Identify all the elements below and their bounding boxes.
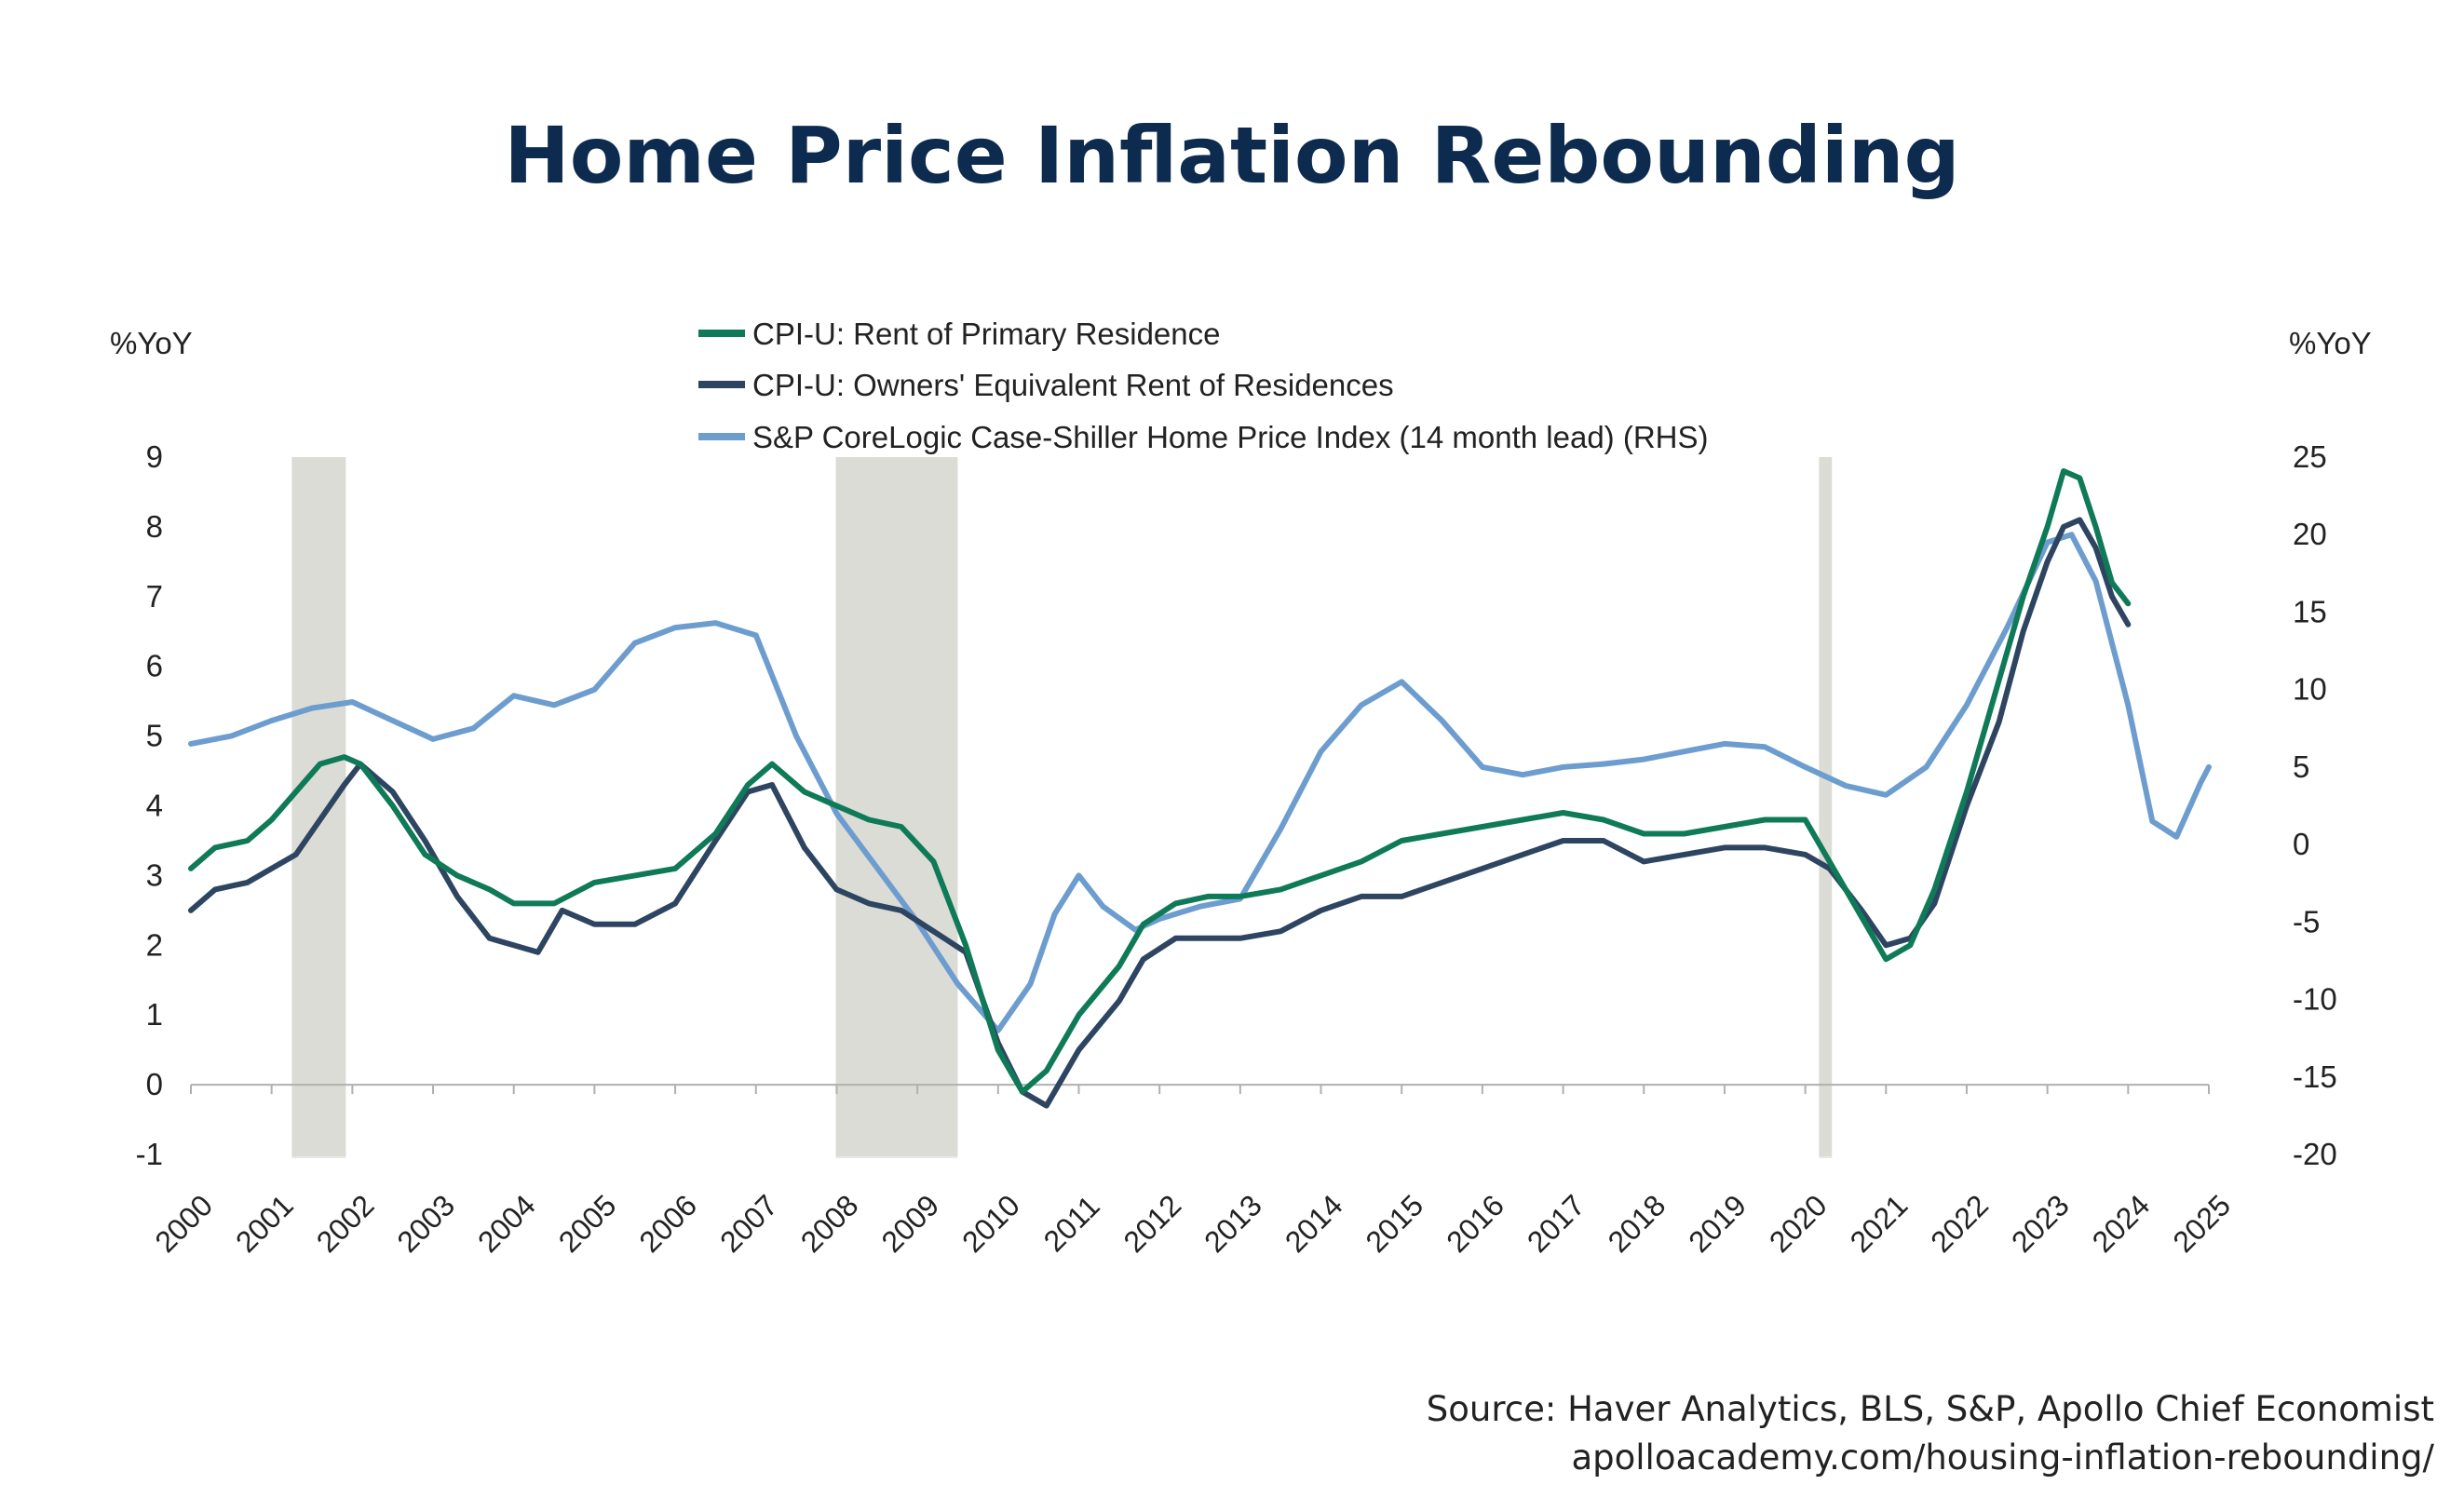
source-url: apolloacademy.com/housing-inflation-rebo… bbox=[1571, 1437, 2434, 1478]
x-tick-label: 2008 bbox=[794, 1188, 865, 1259]
x-tick-label: 2023 bbox=[2005, 1188, 2076, 1259]
left-tick-label: 9 bbox=[146, 439, 163, 474]
series-line-rent bbox=[188, 468, 2132, 1095]
right-tick-label: 0 bbox=[2293, 827, 2309, 861]
x-tick-label: 2004 bbox=[471, 1188, 542, 1259]
x-tick-label: 2021 bbox=[1844, 1188, 1915, 1259]
left-tick-label: 4 bbox=[146, 789, 163, 823]
x-tick-label: 2014 bbox=[1279, 1188, 1349, 1259]
x-tick-label: 2013 bbox=[1198, 1188, 1268, 1259]
right-tick-label: -10 bbox=[2293, 982, 2337, 1017]
x-tick-label: 2012 bbox=[1117, 1188, 1187, 1259]
left-tick-label: 1 bbox=[146, 997, 163, 1032]
left-tick-label: 5 bbox=[146, 719, 163, 753]
right-tick-label: 15 bbox=[2293, 594, 2327, 628]
recession-bands bbox=[291, 457, 1833, 1158]
x-tick-label: 2024 bbox=[2086, 1188, 2157, 1259]
right-tick-label: -5 bbox=[2293, 904, 2320, 938]
x-tick-label: 2019 bbox=[1682, 1188, 1753, 1259]
source-note: Source: Haver Analytics, BLS, S&P, Apoll… bbox=[1426, 1389, 2434, 1429]
series-line-hpi bbox=[188, 532, 2212, 1033]
series-lines bbox=[188, 468, 2212, 1109]
page-title: Home Price Inflation Rebounding bbox=[504, 110, 1960, 201]
recession-band-lower-0 bbox=[291, 1156, 346, 1158]
right-tick-label: 10 bbox=[2293, 672, 2327, 707]
series-line-oer bbox=[188, 517, 2132, 1109]
right-axis-label: %YoY bbox=[2289, 326, 2372, 360]
x-tick-label: 2010 bbox=[955, 1188, 1026, 1259]
x-tick-label: 2015 bbox=[1360, 1188, 1430, 1259]
right-tick-label: -20 bbox=[2293, 1137, 2337, 1171]
x-tick-label: 2005 bbox=[552, 1188, 623, 1259]
recession-band-1 bbox=[835, 457, 958, 1156]
left-tick-label: 0 bbox=[146, 1067, 163, 1101]
left-tick-label: 6 bbox=[146, 649, 163, 683]
right-tick-label: -15 bbox=[2293, 1059, 2337, 1094]
left-tick-label: 3 bbox=[146, 857, 163, 892]
x-tick-label: 2025 bbox=[2166, 1188, 2237, 1259]
x-tick-label: 2006 bbox=[632, 1188, 703, 1259]
x-tick-label: 2017 bbox=[1521, 1188, 1591, 1259]
recession-band-lower-1 bbox=[835, 1156, 958, 1158]
x-tick-label: 2022 bbox=[1924, 1188, 1995, 1259]
x-tick-label: 2003 bbox=[390, 1188, 461, 1259]
left-tick-label: 8 bbox=[146, 509, 163, 544]
left-tick-label: 7 bbox=[146, 579, 163, 614]
axis-labels: %YoY %YoY bbox=[110, 326, 2372, 360]
x-tick-label: 2016 bbox=[1440, 1188, 1510, 1259]
x-tick-label: 2007 bbox=[713, 1188, 784, 1259]
legend-label-oer: CPI-U: Owners' Equivalent Rent of Reside… bbox=[752, 368, 1394, 402]
x-tick-label: 2009 bbox=[874, 1188, 945, 1259]
left-tick-label: 2 bbox=[146, 927, 163, 962]
x-tick-label: 2011 bbox=[1037, 1189, 1106, 1258]
x-tick-label: 2001 bbox=[229, 1188, 300, 1259]
left-tick-label: -1 bbox=[136, 1137, 163, 1171]
axes: 2000 2001 2002 2003 2004 2005 2006 2007 2008 2009… bbox=[136, 439, 2337, 1259]
recession-band-lower-2 bbox=[1819, 1156, 1833, 1158]
right-tick-label: 25 bbox=[2293, 439, 2327, 474]
legend-label-hpi: S&P CoreLogic Case-Shiller Home Price In… bbox=[752, 420, 1708, 454]
x-tick-label: 2000 bbox=[148, 1188, 219, 1259]
legend: CPI-U: Rent of Primary Residence CPI-U: … bbox=[698, 317, 1708, 454]
x-tick-label: 2002 bbox=[310, 1188, 381, 1259]
right-tick-label: 20 bbox=[2293, 517, 2327, 551]
left-axis-label: %YoY bbox=[110, 326, 193, 360]
recession-band-2 bbox=[1819, 457, 1833, 1156]
legend-label-rent: CPI-U: Rent of Primary Residence bbox=[752, 317, 1221, 351]
recession-band-0 bbox=[291, 457, 346, 1156]
right-tick-label: 5 bbox=[2293, 749, 2309, 784]
x-tick-label: 2020 bbox=[1763, 1188, 1834, 1259]
x-tick-label: 2018 bbox=[1602, 1188, 1672, 1259]
